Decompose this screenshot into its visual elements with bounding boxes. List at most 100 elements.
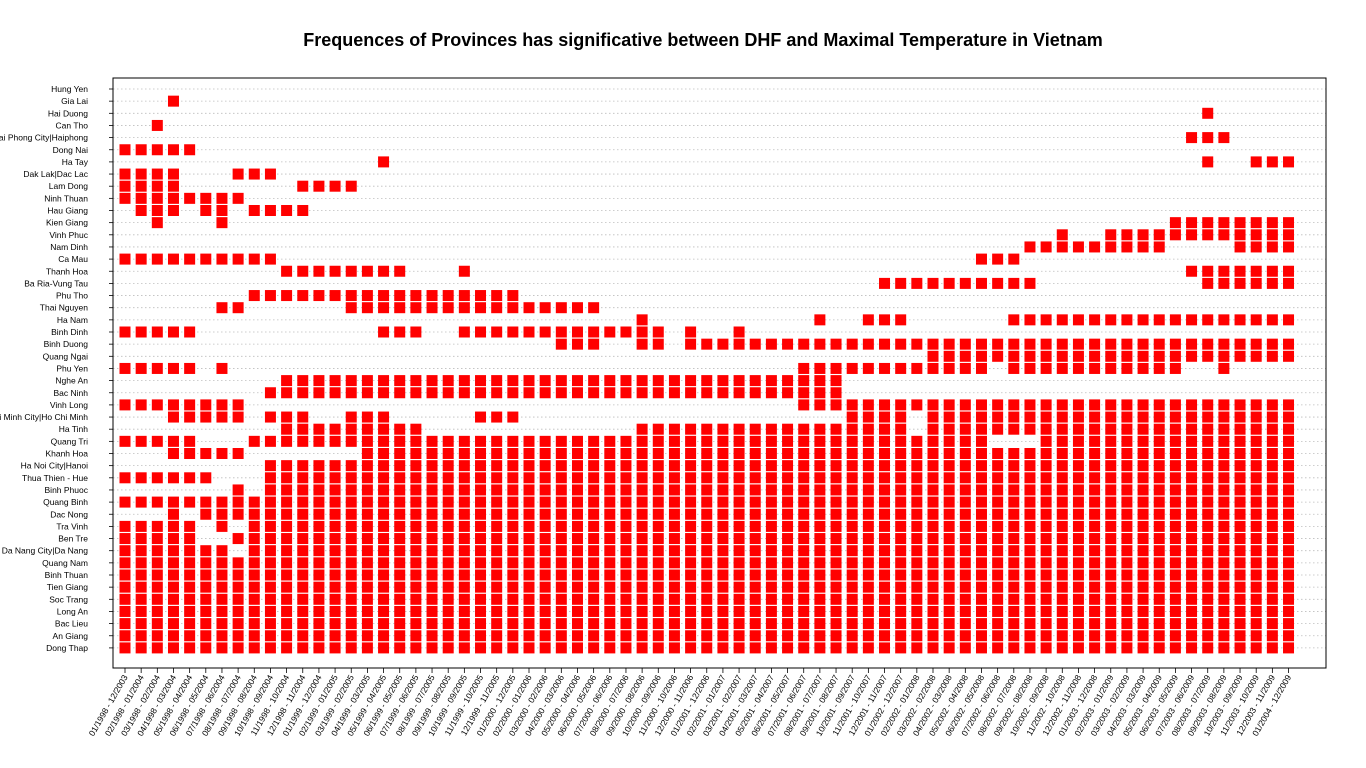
heatmap-cell: [378, 533, 390, 545]
heatmap-cell: [798, 508, 810, 520]
heatmap-cell: [846, 618, 858, 630]
heatmap-cell: [1169, 642, 1181, 654]
heatmap-cell: [1218, 277, 1230, 289]
heatmap-cell: [410, 460, 422, 472]
heatmap-cell: [264, 520, 276, 532]
heatmap-cell: [604, 496, 616, 508]
heatmap-cell: [1169, 569, 1181, 581]
heatmap-cell: [216, 508, 228, 520]
heatmap-cell: [992, 508, 1004, 520]
heatmap-cell: [1024, 605, 1036, 617]
heatmap-cell: [119, 192, 131, 204]
heatmap-cell: [1121, 399, 1133, 411]
heatmap-cell: [1089, 520, 1101, 532]
heatmap-cell: [992, 350, 1004, 362]
heatmap-cell: [135, 180, 147, 192]
heatmap-cell: [1202, 460, 1214, 472]
heatmap-cell: [975, 472, 987, 484]
heatmap-cell: [151, 618, 163, 630]
heatmap-cell: [361, 460, 373, 472]
heatmap-cell: [685, 630, 697, 642]
heatmap-cell: [410, 423, 422, 435]
heatmap-cell: [200, 399, 212, 411]
heatmap-cell: [733, 496, 745, 508]
heatmap-cell: [588, 618, 600, 630]
heatmap-cell: [1040, 557, 1052, 569]
heatmap-cell: [1283, 605, 1295, 617]
heatmap-cell: [733, 630, 745, 642]
heatmap-cell: [685, 557, 697, 569]
heatmap-cell: [119, 581, 131, 593]
heatmap-cell: [620, 533, 632, 545]
heatmap-cell: [264, 508, 276, 520]
heatmap-cell: [297, 520, 309, 532]
heatmap-cell: [701, 618, 713, 630]
heatmap-cell: [1266, 423, 1278, 435]
heatmap-cell: [1218, 642, 1230, 654]
heatmap-cell: [846, 435, 858, 447]
heatmap-cell: [135, 326, 147, 338]
heatmap-cell: [717, 545, 729, 557]
heatmap-cell: [1040, 448, 1052, 459]
heatmap-cell: [345, 265, 357, 277]
heatmap-cell: [555, 520, 567, 532]
heatmap-cell: [1266, 520, 1278, 532]
heatmap-cell: [248, 533, 260, 545]
heatmap-cell: [1153, 423, 1165, 435]
heatmap-cell: [620, 326, 632, 338]
heatmap-cell: [1250, 545, 1262, 557]
heatmap-cell: [442, 302, 454, 314]
heatmap-cell: [313, 569, 325, 581]
heatmap-cell: [733, 423, 745, 435]
heatmap-cell: [571, 520, 583, 532]
heatmap-cell: [830, 375, 842, 387]
heatmap-cell: [491, 630, 503, 642]
heatmap-cell: [1153, 314, 1165, 326]
heatmap-cell: [782, 448, 794, 459]
heatmap-cell: [151, 144, 163, 156]
heatmap-cell: [733, 642, 745, 654]
heatmap-cell: [1266, 241, 1278, 253]
heatmap-cell: [895, 338, 907, 350]
heatmap-cell: [668, 569, 680, 581]
heatmap-cell: [442, 569, 454, 581]
heatmap-cell: [927, 484, 939, 496]
heatmap-cell: [685, 618, 697, 630]
heatmap-cell: [1202, 229, 1214, 241]
heatmap-cell: [685, 472, 697, 484]
heatmap-cell: [458, 642, 470, 654]
heatmap-cell: [879, 569, 891, 581]
heatmap-cell: [555, 569, 567, 581]
heatmap-cell: [1024, 569, 1036, 581]
heatmap-cell: [927, 350, 939, 362]
heatmap-cell: [1283, 350, 1295, 362]
heatmap-cell: [1089, 241, 1101, 253]
heatmap-cell: [1121, 533, 1133, 545]
heatmap-cell: [782, 472, 794, 484]
heatmap-cell: [1266, 569, 1278, 581]
heatmap-cell: [442, 593, 454, 605]
heatmap-cell: [685, 460, 697, 472]
heatmap-cell: [862, 581, 874, 593]
heatmap-cell: [814, 472, 826, 484]
heatmap-cell: [604, 448, 616, 459]
heatmap-cell: [652, 435, 664, 447]
heatmap-cell: [1169, 423, 1181, 435]
heatmap-cell: [232, 411, 244, 423]
y-tick-label: Lam Dong: [49, 181, 88, 191]
heatmap-cell: [782, 375, 794, 387]
heatmap-cell: [345, 642, 357, 654]
heatmap-cell: [135, 630, 147, 642]
heatmap-cell: [1186, 557, 1198, 569]
heatmap-cell: [1186, 132, 1198, 144]
heatmap-cell: [782, 630, 794, 642]
heatmap-cell: [879, 423, 891, 435]
heatmap-cell: [1008, 350, 1020, 362]
heatmap-cell: [717, 460, 729, 472]
heatmap-cell: [1137, 362, 1149, 374]
heatmap-cell: [507, 642, 519, 654]
heatmap-cell: [1040, 241, 1052, 253]
heatmap-cell: [394, 302, 406, 314]
heatmap-cell: [475, 545, 487, 557]
heatmap-cell: [862, 605, 874, 617]
